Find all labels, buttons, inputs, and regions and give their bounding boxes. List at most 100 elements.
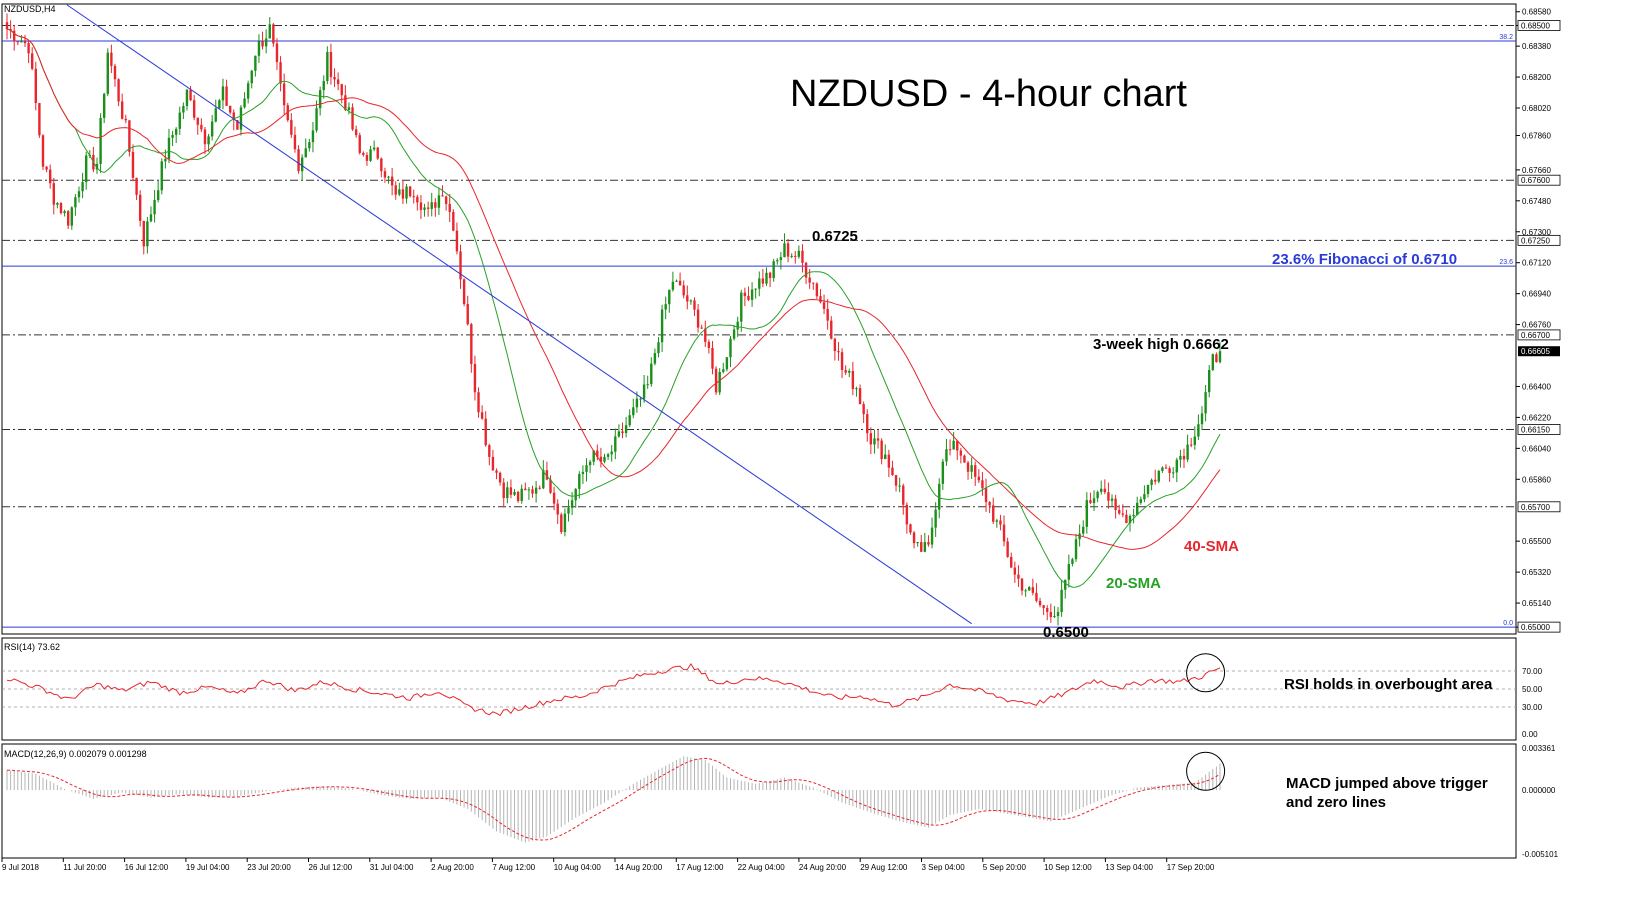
candle-body xyxy=(560,514,563,533)
candle-body xyxy=(272,24,275,44)
candle-body xyxy=(531,489,534,494)
candle-body xyxy=(1082,526,1085,534)
price-level-box xyxy=(1517,234,1561,246)
candle-body xyxy=(621,431,624,434)
candle-body xyxy=(876,438,880,441)
price-axis-label: 0.67660 xyxy=(1522,166,1551,175)
candle-body xyxy=(351,107,354,130)
price-level-box xyxy=(1517,20,1561,31)
candle-body xyxy=(1154,479,1157,482)
candle-body xyxy=(639,398,642,400)
price-axis-label: 0.66400 xyxy=(1522,382,1551,391)
candle-body xyxy=(538,487,541,489)
candle-body xyxy=(754,288,757,290)
candle-body xyxy=(750,289,754,300)
candle-body xyxy=(221,86,225,101)
label-sma40: 40-SMA xyxy=(1184,538,1239,555)
candle-body xyxy=(1118,509,1121,514)
candle-body xyxy=(1085,500,1089,527)
candle-body xyxy=(884,454,887,460)
candle-body xyxy=(1020,578,1024,591)
candle-body xyxy=(12,30,16,42)
candle-body xyxy=(840,352,844,371)
label-low-0650: 0.6500 xyxy=(1043,624,1089,641)
candle-body xyxy=(347,107,351,110)
candle-body xyxy=(1074,539,1078,560)
candle-body xyxy=(23,41,27,44)
candle-body xyxy=(336,79,340,85)
macd-pane xyxy=(6,751,1226,843)
candle-body xyxy=(592,450,595,462)
candle-body xyxy=(293,134,297,150)
candle-body xyxy=(974,465,977,477)
candle-body xyxy=(210,121,214,137)
price-level-label: 0.65700 xyxy=(1521,503,1550,512)
candle-body xyxy=(866,414,869,434)
time-axis-label: 13 Sep 04:00 xyxy=(1105,863,1153,872)
candle-body xyxy=(725,357,729,370)
candle-body xyxy=(498,472,502,483)
candle-body xyxy=(275,43,279,63)
candle-body xyxy=(120,101,124,119)
candle-body xyxy=(1121,513,1125,515)
main-pane xyxy=(5,4,1222,626)
time-axis-label: 10 Aug 04:00 xyxy=(554,863,602,872)
candle-body xyxy=(423,207,426,210)
candle-body xyxy=(524,488,527,491)
candle-body xyxy=(1100,488,1103,492)
time-axis-label: 7 Aug 12:00 xyxy=(492,863,535,872)
candle-body xyxy=(1078,533,1081,540)
candle-body xyxy=(804,262,808,278)
candle-body xyxy=(344,95,347,110)
rsi-highlight-circle xyxy=(1186,653,1226,693)
candle-body xyxy=(286,105,289,121)
fibonacci-level-label: 23.6 xyxy=(1499,259,1513,266)
candle-body xyxy=(783,243,786,258)
candle-body xyxy=(779,257,783,261)
candle-body xyxy=(1092,498,1096,504)
candle-body xyxy=(1031,587,1035,593)
candle-body xyxy=(556,503,559,515)
candle-body xyxy=(473,364,477,393)
candle-body xyxy=(250,70,253,84)
candle-body xyxy=(657,342,660,354)
candle-body xyxy=(765,272,768,284)
price-axis-label: 0.65500 xyxy=(1522,537,1551,546)
candle-body xyxy=(815,283,819,297)
rsi-axis-label: 50.00 xyxy=(1522,685,1543,694)
candle-body xyxy=(124,118,127,121)
candle-body xyxy=(1204,392,1207,414)
candle-body xyxy=(444,196,448,205)
label-three-week-high: 3-week high 0.6662 xyxy=(1093,336,1229,353)
candle-body xyxy=(552,492,556,504)
candle-body xyxy=(77,191,81,198)
candle-body xyxy=(372,147,376,150)
candle-body xyxy=(405,186,408,199)
candle-body xyxy=(95,163,99,170)
candle-body xyxy=(1017,574,1020,579)
price-axis-label: 0.65860 xyxy=(1522,475,1551,484)
candle-body xyxy=(794,255,797,257)
time-axis-label: 5 Sep 20:00 xyxy=(983,863,1027,872)
candle-body xyxy=(113,65,117,80)
candle-body xyxy=(153,199,156,215)
candle-body xyxy=(340,84,343,96)
price-level-label: 0.67600 xyxy=(1521,176,1550,185)
candle-body xyxy=(718,371,721,393)
chart-title: NZDUSD - 4-hour chart xyxy=(790,73,1187,115)
main-pane-frame xyxy=(1,3,1517,635)
candle-body xyxy=(1128,516,1132,524)
candle-body xyxy=(434,202,437,208)
candle-body xyxy=(599,456,603,462)
candle-body xyxy=(1056,612,1060,617)
candle-body xyxy=(38,103,41,136)
candle-body xyxy=(1013,567,1017,575)
candle-body xyxy=(671,281,675,290)
time-axis-label: 23 Jul 20:00 xyxy=(247,863,291,872)
candle-body xyxy=(243,98,246,108)
candle-body xyxy=(1125,514,1128,524)
price-axis-label: 0.67480 xyxy=(1522,197,1551,206)
candle-body xyxy=(59,202,63,214)
candle-body xyxy=(459,251,462,280)
candle-body xyxy=(624,425,628,434)
